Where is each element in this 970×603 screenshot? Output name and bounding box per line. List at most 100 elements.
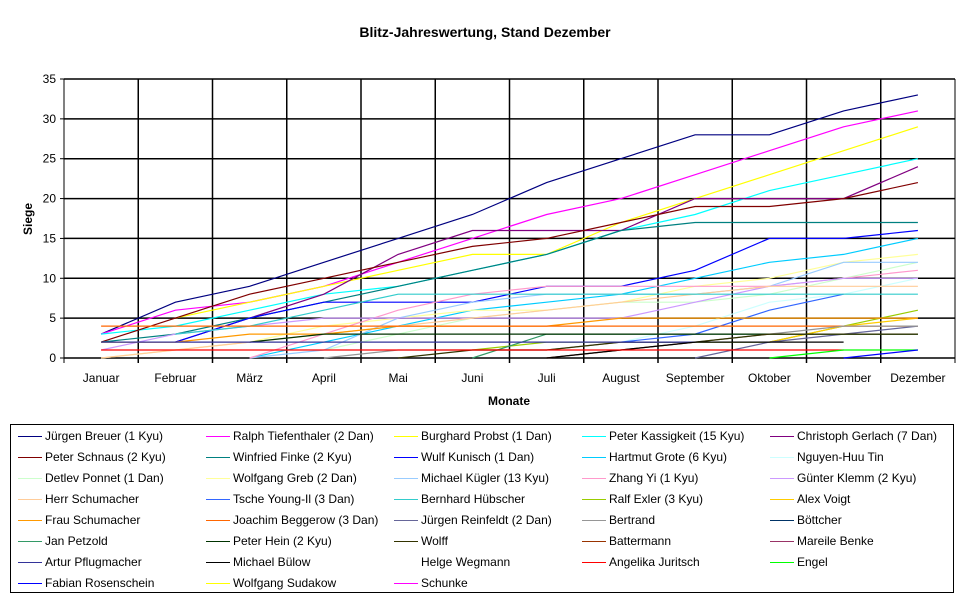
series-17 <box>620 293 844 343</box>
legend-label: Alex Voigt <box>797 492 851 506</box>
legend-label: Bertrand <box>609 513 656 527</box>
series-10 <box>620 277 919 343</box>
legend-item: Ralf Exler (3 Kyu) <box>582 491 703 507</box>
x-tick-label: September <box>666 371 725 385</box>
y-tick-label: 25 <box>43 152 57 166</box>
legend-swatch <box>206 519 230 521</box>
legend-swatch <box>582 561 606 563</box>
chart-title: Blitz-Jahreswertung, Stand Dezember <box>359 24 611 40</box>
x-tick-label: Oktober <box>748 371 791 385</box>
series-6 <box>100 182 919 343</box>
legend-swatch <box>206 561 230 563</box>
series-32 <box>546 341 844 359</box>
y-tick-label: 0 <box>49 351 56 365</box>
legend-label: Artur Pflugmacher <box>45 555 142 569</box>
legend-label: Peter Schnaus (2 Kyu) <box>45 450 166 464</box>
legend-item: Ralph Tiefenthaler (2 Dan) <box>206 428 374 444</box>
legend-item: Burghard Probst (1 Dan) <box>394 428 552 444</box>
series-line <box>175 293 918 335</box>
series-16 <box>101 285 918 359</box>
legend-swatch <box>18 582 42 584</box>
legend-item: Bertrand <box>582 512 655 528</box>
legend-swatch <box>582 540 606 542</box>
legend-label: Frau Schumacher <box>45 513 141 527</box>
legend-item: Michael Kügler (13 Kyu) <box>394 470 549 486</box>
legend-swatch <box>206 477 230 479</box>
x-axis-label: Monate <box>488 394 530 408</box>
legend-item: Christoph Gerlach (7 Dan) <box>770 428 937 444</box>
legend-label: Bernhard Hübscher <box>421 492 526 506</box>
series-line <box>100 110 919 335</box>
legend-label: Michael Kügler (13 Kyu) <box>421 471 550 485</box>
legend-label: Christoph Gerlach (7 Dan) <box>797 429 938 443</box>
legend-swatch <box>18 435 42 437</box>
legend: Jürgen Breuer (1 Kyu) Ralph Tiefenthaler … <box>10 424 954 593</box>
series-18 <box>175 293 918 335</box>
series-line <box>620 293 844 343</box>
legend-item: Zhang Yi (1 Kyu) <box>582 470 698 486</box>
legend-swatch <box>394 498 418 500</box>
series-line <box>100 182 919 343</box>
legend-label: Wulf Kunisch (1 Dan) <box>421 450 535 464</box>
legend-item: Helge Wegmann <box>394 554 510 570</box>
series-line <box>100 94 919 335</box>
legend-label: Peter Kassigkeit (15 Kyu) <box>609 429 745 443</box>
legend-label: Nguyen-Huu Tin <box>797 450 884 464</box>
legend-label: Herr Schumacher <box>45 492 140 506</box>
series-line <box>769 317 918 343</box>
legend-swatch <box>770 456 794 458</box>
legend-item: Jan Petzold <box>18 533 108 549</box>
legend-item: Detlev Ponnet (1 Dan) <box>18 470 164 486</box>
legend-item: Hartmut Grote (6 Kyu) <box>582 449 727 465</box>
legend-swatch <box>582 477 606 479</box>
legend-label: Tsche Young-Il (3 Dan) <box>233 492 355 506</box>
legend-swatch <box>770 561 794 563</box>
series-line <box>472 333 918 359</box>
legend-label: Ralf Exler (3 Kyu) <box>609 492 704 506</box>
legend-item: Frau Schumacher <box>18 512 140 528</box>
grid <box>63 78 956 363</box>
legend-item: Mareile Benke <box>770 533 874 549</box>
legend-swatch <box>394 519 418 521</box>
series-line <box>175 166 919 343</box>
legend-label: Angelika Juritsch <box>609 555 700 569</box>
series-line <box>620 277 919 343</box>
legend-item: Artur Pflugmacher <box>18 554 142 570</box>
legend-label: Joachim Beggerow (3 Dan) <box>233 513 379 527</box>
legend-item: Günter Klemm (2 Kyu) <box>770 470 916 486</box>
legend-label: Peter Hein (2 Kyu) <box>233 534 332 548</box>
legend-label: Helge Wegmann <box>421 555 511 569</box>
series-7 <box>101 221 918 343</box>
x-tick-label: November <box>816 371 871 385</box>
legend-swatch <box>770 435 794 437</box>
legend-swatch <box>770 540 794 542</box>
y-tick-label: 20 <box>43 192 57 206</box>
legend-label: Engel <box>797 555 828 569</box>
legend-item: Alex Voigt <box>770 491 850 507</box>
legend-label: Wolfgang Sudakow <box>233 576 337 590</box>
x-tick-label: März <box>236 371 263 385</box>
legend-label: Jürgen Breuer (1 Kyu) <box>45 429 164 443</box>
series-line <box>101 221 918 343</box>
legend-swatch <box>394 561 418 563</box>
legend-item: Engel <box>770 554 828 570</box>
legend-swatch <box>18 561 42 563</box>
series-11 <box>323 261 919 351</box>
legend-item: Peter Hein (2 Kyu) <box>206 533 332 549</box>
legend-label: Ralph Tiefenthaler (2 Dan) <box>233 429 374 443</box>
legend-swatch <box>770 477 794 479</box>
x-tick-label: April <box>312 371 336 385</box>
legend-item: Wulf Kunisch (1 Dan) <box>394 449 534 465</box>
y-tick-label: 15 <box>43 231 57 245</box>
series-lines <box>100 94 919 359</box>
series-line <box>843 349 918 359</box>
legend-swatch <box>18 498 42 500</box>
series-20 <box>769 317 918 343</box>
legend-label: Mareile Benke <box>797 534 874 548</box>
legend-item: Wolff <box>394 533 448 549</box>
legend-swatch <box>394 582 418 584</box>
legend-item: Wolfgang Greb (2 Dan) <box>206 470 357 486</box>
y-tick-label: 35 <box>43 72 57 86</box>
legend-item: Jürgen Reinfeldt (2 Dan) <box>394 512 552 528</box>
